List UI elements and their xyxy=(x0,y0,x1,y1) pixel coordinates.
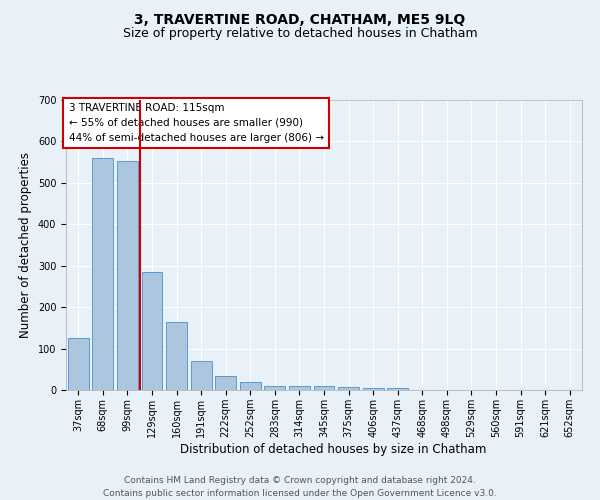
Bar xyxy=(92,158,113,390)
Bar xyxy=(240,382,261,390)
Text: Contains HM Land Registry data © Crown copyright and database right 2024.
Contai: Contains HM Land Registry data © Crown c… xyxy=(103,476,497,498)
Text: 3 TRAVERTINE ROAD: 115sqm
← 55% of detached houses are smaller (990)
44% of semi: 3 TRAVERTINE ROAD: 115sqm ← 55% of detac… xyxy=(68,103,323,142)
Bar xyxy=(142,272,163,390)
Bar xyxy=(289,386,310,390)
Text: 3, TRAVERTINE ROAD, CHATHAM, ME5 9LQ: 3, TRAVERTINE ROAD, CHATHAM, ME5 9LQ xyxy=(134,12,466,26)
Bar xyxy=(265,386,286,390)
Bar xyxy=(68,338,89,390)
Bar xyxy=(362,388,383,390)
Bar xyxy=(387,388,408,390)
Text: Distribution of detached houses by size in Chatham: Distribution of detached houses by size … xyxy=(180,442,486,456)
Y-axis label: Number of detached properties: Number of detached properties xyxy=(19,152,32,338)
Bar xyxy=(117,161,138,390)
Text: Size of property relative to detached houses in Chatham: Size of property relative to detached ho… xyxy=(122,28,478,40)
Bar xyxy=(166,322,187,390)
Bar xyxy=(314,386,334,390)
Bar xyxy=(215,376,236,390)
Bar xyxy=(191,361,212,390)
Bar xyxy=(338,387,359,390)
